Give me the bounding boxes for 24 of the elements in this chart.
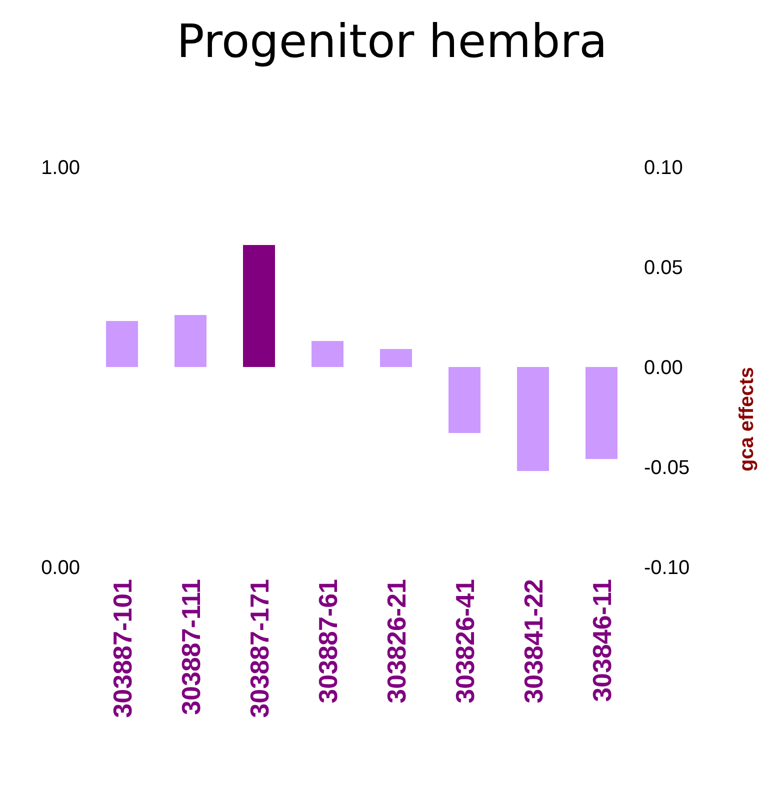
x-tick-label: 303887-111 [176,579,206,715]
bar [106,321,138,367]
x-tick-label: 303846-11 [586,579,617,702]
x-tick-label: 303826-21 [381,579,412,704]
bar [586,367,618,459]
x-tick-label: 303887-101 [107,579,138,718]
bar [312,341,344,367]
x-tick-label: 303826-41 [450,579,480,704]
y-tick-label: 1.00 [41,157,80,180]
y2-axis-title: gca effects [736,367,758,472]
y2-tick-label: -0.10 [644,557,690,580]
chart-title: Progenitor hembra [176,14,608,68]
y2-tick-label: 0.05 [644,257,683,280]
y2-tick-label: 0.00 [644,357,683,380]
y2-tick-label: -0.05 [644,457,690,480]
y2-tick-label: 0.10 [644,157,683,180]
bar [448,367,480,433]
bar [174,315,206,367]
x-tick-label: 303841-22 [518,579,548,704]
bar [380,349,412,367]
bar [243,245,275,367]
bar [517,367,549,471]
x-tick-label: 303887-61 [312,579,343,704]
x-tick-label: 303887-171 [244,579,274,718]
